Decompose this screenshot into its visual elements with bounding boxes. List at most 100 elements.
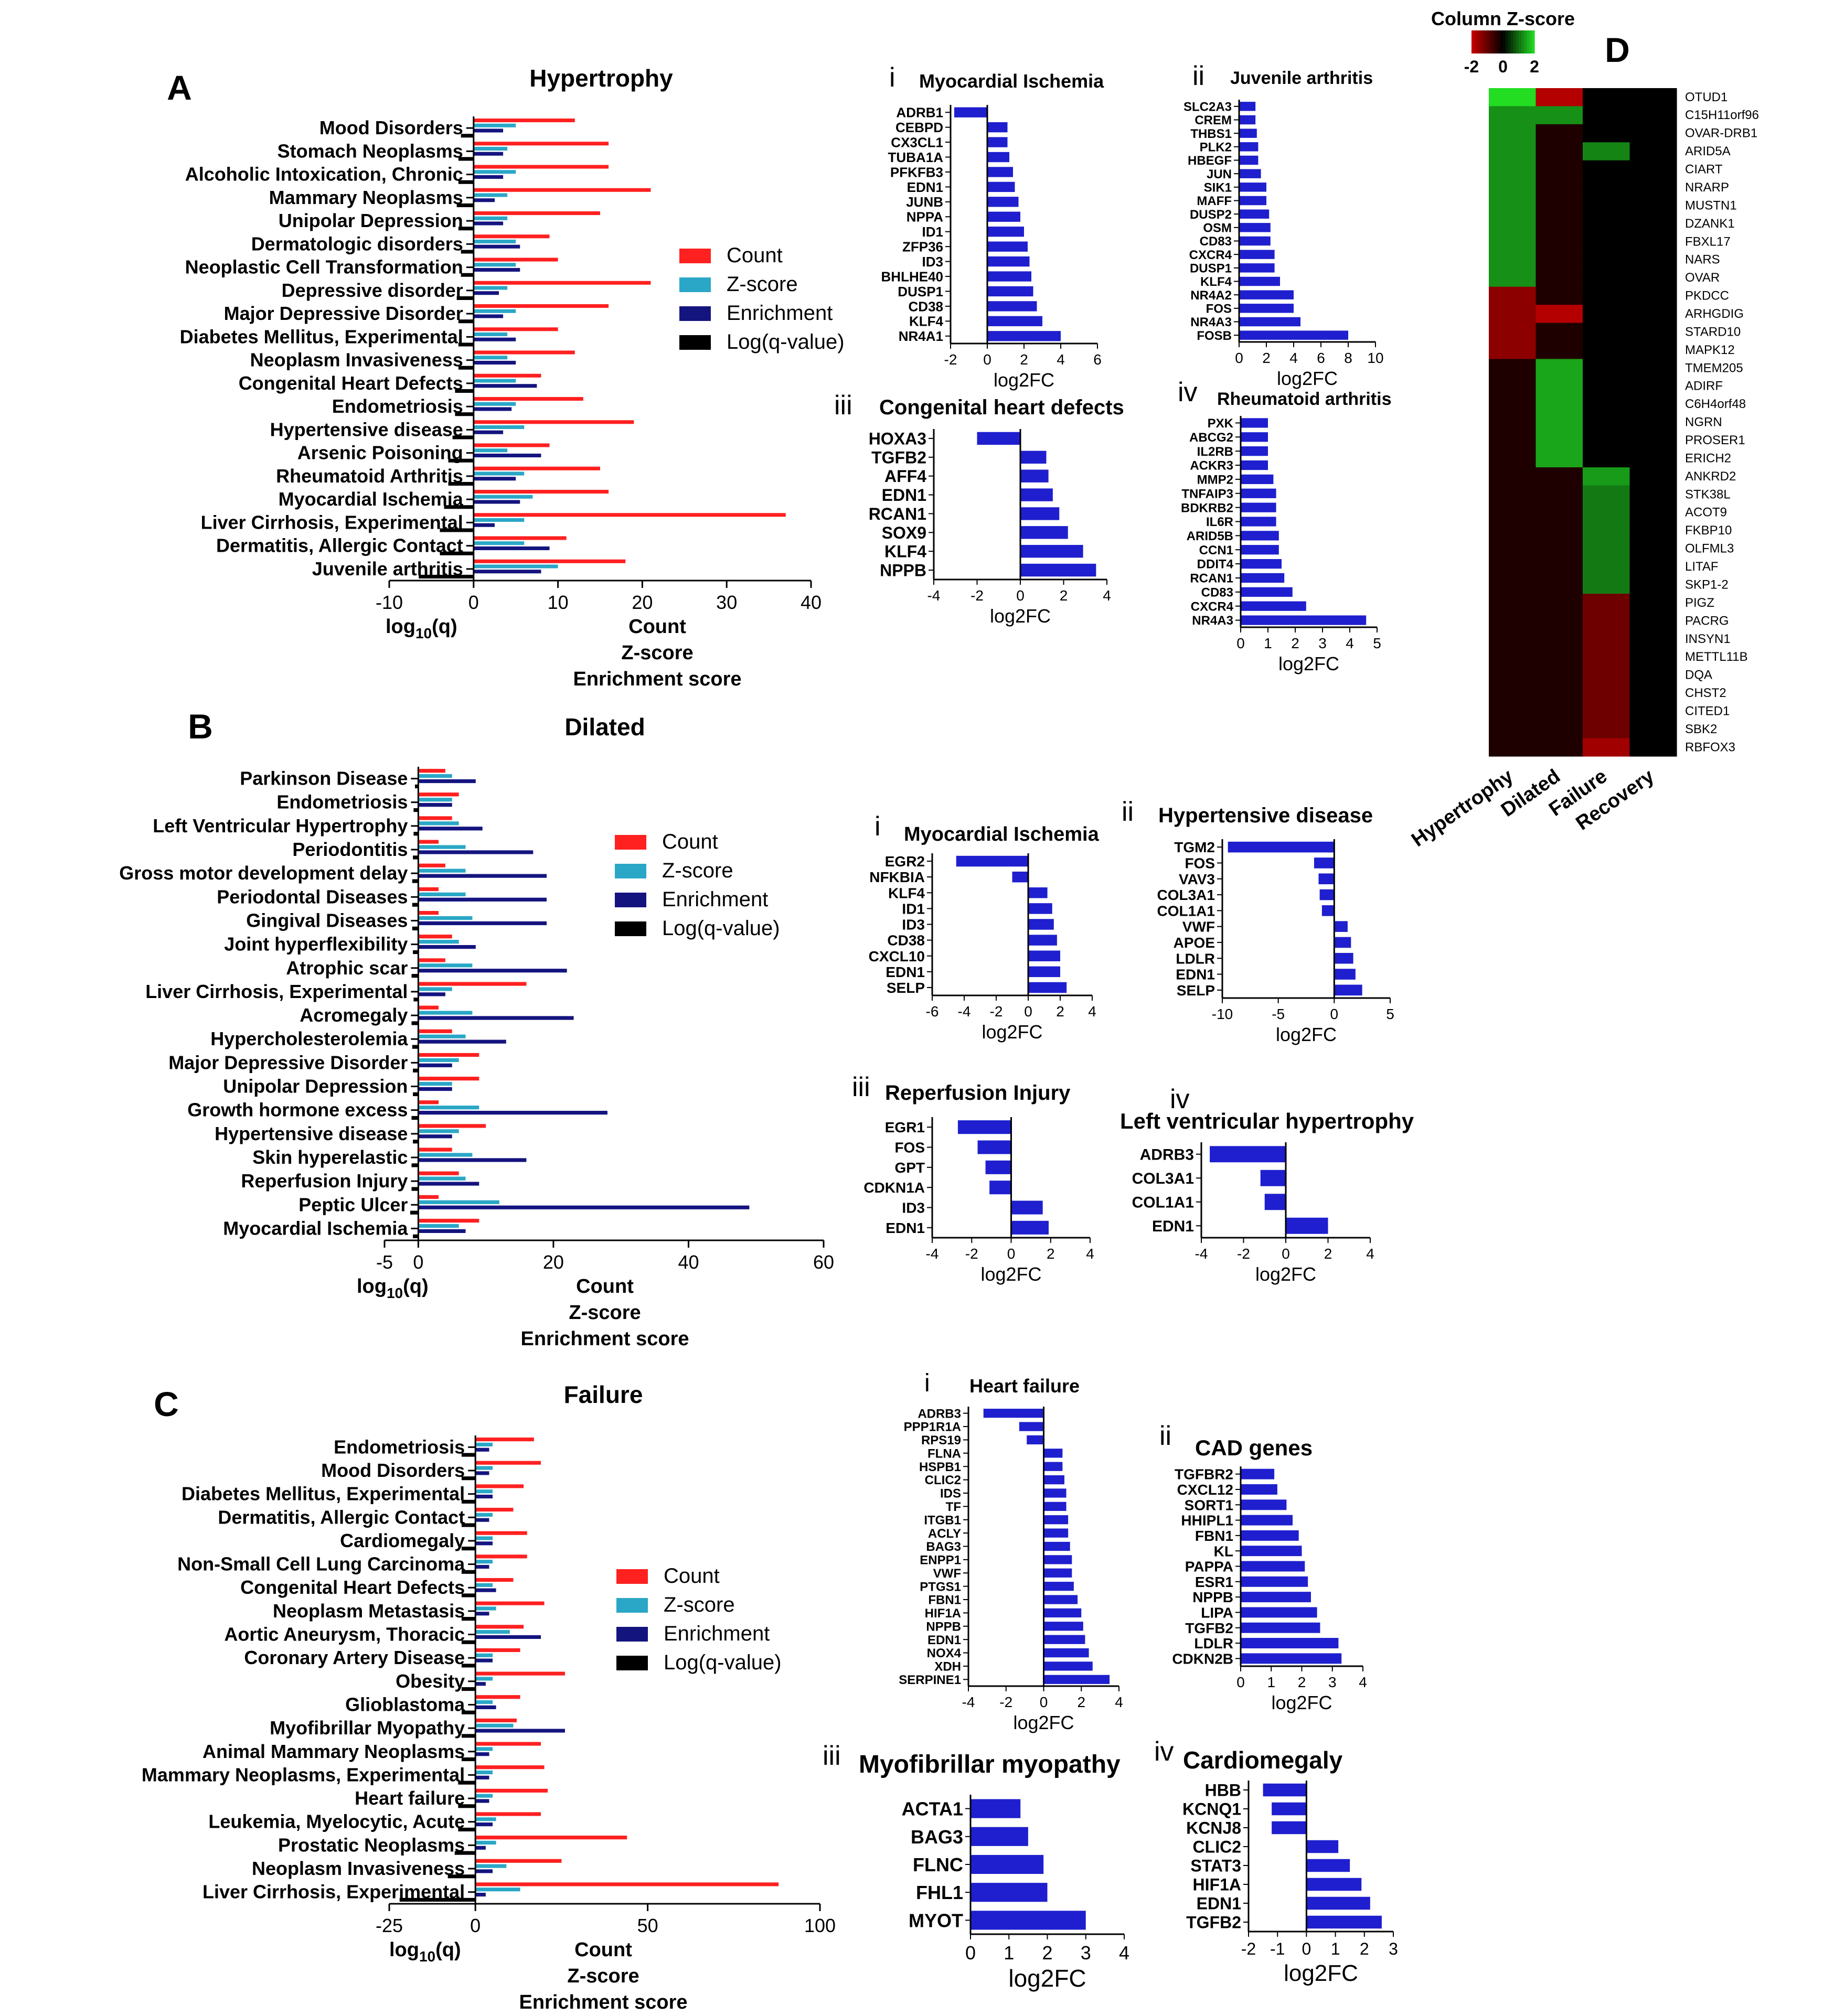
bar-log-q-value [461, 1593, 476, 1597]
heat-cell [1535, 684, 1583, 703]
heat-cell [1489, 503, 1537, 522]
gene-label: CXCR4 [1191, 599, 1234, 614]
gene-label: PLK2 [1200, 140, 1232, 154]
heat-cell [1583, 160, 1630, 179]
category-label: Animal Mammary Neoplasms [202, 1741, 465, 1762]
bar-id3 [987, 256, 1030, 267]
bar-count [473, 466, 600, 470]
x-tick-label: 4 [1359, 1674, 1367, 1690]
chart-a-i: ADRB1CEBPDCX3CL1TUBA1APFKFB3EDN1JUNBNPPA… [881, 62, 1105, 391]
heat-cell [1583, 323, 1630, 341]
gene-label: EDN1 [886, 964, 925, 980]
gene-label: EDN1 [1152, 1218, 1194, 1235]
bar-count [475, 1578, 514, 1582]
category-label: Heart failure [355, 1787, 465, 1809]
bar-selp [1028, 982, 1067, 993]
gene-label: MYOT [909, 1910, 963, 1931]
bar-cdkn2b [1241, 1653, 1342, 1664]
bar-ids [1043, 1488, 1067, 1498]
color-key-swatch [1532, 30, 1535, 53]
heat-cell [1583, 359, 1630, 378]
bar-log-q-value [456, 296, 474, 301]
bar-z-score [475, 1770, 493, 1775]
bar-log-q-value [411, 1116, 419, 1120]
heat-cell [1489, 341, 1537, 360]
x-tick-label: -2 [965, 1246, 978, 1262]
bar-ldlr [1334, 952, 1353, 964]
bar-apoe [1334, 937, 1351, 948]
heat-cell [1489, 431, 1537, 450]
category-label: Acromegaly [300, 1004, 408, 1026]
heat-cell [1629, 629, 1677, 649]
bar-egr2 [956, 855, 1028, 867]
bar-z-score [475, 1630, 510, 1634]
heat-row-label: DZANK1 [1685, 217, 1735, 231]
gene-label: NPPB [926, 1620, 961, 1634]
x-tick-label: 8 [1344, 350, 1352, 366]
bar-rps19 [1027, 1435, 1044, 1445]
gene-label: EDN1 [886, 1220, 925, 1236]
gene-label: CXCL10 [869, 948, 925, 964]
bar-fbn1 [1241, 1530, 1299, 1541]
x-tick-label: 1 [1264, 635, 1272, 651]
bar-count [475, 1461, 541, 1465]
bar-fos [1239, 304, 1294, 313]
heat-cell [1535, 539, 1583, 558]
color-key-swatch [1524, 30, 1527, 53]
x-tick-label: 20 [543, 1251, 564, 1273]
bar-log-q-value [413, 1140, 419, 1144]
bar-log-q-value [412, 926, 419, 930]
bar-ackr3 [1241, 460, 1268, 470]
bar-mmp2 [1241, 474, 1274, 485]
gene-label: ARID5B [1187, 529, 1233, 543]
bar-log-q-value [461, 1476, 476, 1481]
bar-count [475, 1859, 562, 1863]
bar-count [418, 1195, 439, 1199]
heat-cell [1583, 88, 1630, 107]
x-axis-label-part: (q) [403, 1275, 429, 1297]
gene-label: ACKR3 [1190, 459, 1233, 473]
bar-z-score [473, 286, 508, 290]
bar-count [418, 1124, 486, 1128]
bar-count [475, 1438, 534, 1442]
bar-count [475, 1718, 517, 1722]
heat-cell [1629, 88, 1677, 107]
bar-cd83 [1241, 587, 1293, 597]
legend-label: Z-score [727, 273, 798, 296]
x-tick-label: 3 [1318, 635, 1327, 651]
bar-count [473, 234, 550, 239]
gene-label: ID3 [922, 254, 943, 270]
category-label: Unipolar Depression [223, 1076, 408, 1097]
bar-abcg2 [1241, 432, 1268, 442]
bar-z-score [418, 1224, 459, 1228]
bar-z-score [418, 774, 452, 778]
heat-cell [1535, 575, 1583, 594]
x-tick-label: -4 [958, 1003, 971, 1020]
bar-edn1 [1043, 1635, 1085, 1644]
bar-hspb1 [1043, 1462, 1063, 1471]
gene-label: EDN1 [882, 486, 926, 505]
heat-cell [1535, 359, 1583, 378]
heat-cell [1629, 557, 1677, 576]
gene-label: KCNJ8 [1186, 1819, 1241, 1838]
bar-count [473, 559, 626, 563]
bar-z-score [418, 1153, 473, 1157]
panel-title: Reperfusion Injury [885, 1081, 1071, 1104]
legend-label: Count [727, 244, 783, 267]
bar-count [418, 1148, 452, 1152]
bar-z-score [475, 1700, 493, 1704]
legend-swatch [616, 1569, 648, 1584]
gene-label: NOX4 [927, 1646, 962, 1660]
bar-enrichment [473, 546, 550, 551]
gene-label: CEBPD [895, 120, 943, 135]
bar-count [475, 1648, 520, 1653]
x-tick-label: 5 [1386, 1006, 1394, 1022]
heat-cell [1629, 305, 1677, 324]
bar-enrichment [418, 921, 547, 926]
gene-label: PTGS1 [920, 1580, 961, 1594]
bar-edn1 [1011, 1220, 1049, 1235]
gene-label: HHIPL1 [1181, 1513, 1233, 1529]
gene-label: NR4A2 [1190, 288, 1232, 303]
gene-label: BHLHE40 [881, 269, 943, 284]
